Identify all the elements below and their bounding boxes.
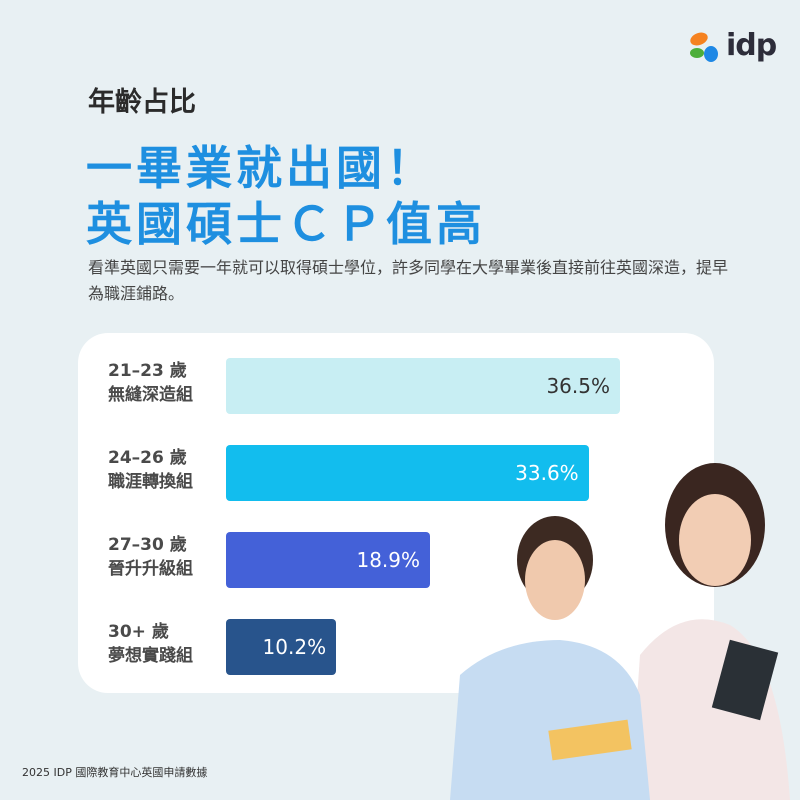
logo-text: idp — [726, 28, 777, 63]
section-subtitle: 年齡占比 — [88, 87, 196, 118]
headline-line-2: 英國碩士ＣＰ值高 — [86, 197, 486, 251]
bar: 10.2% — [226, 619, 337, 675]
bar: 18.9% — [226, 532, 431, 588]
age-range: 27–30 歲 — [108, 535, 187, 555]
idp-logo-icon — [690, 32, 718, 62]
group-name: 職涯轉換組 — [108, 472, 193, 492]
idp-logo: idp — [688, 28, 777, 63]
age-range: 30+ 歲 — [108, 622, 169, 642]
data-label: 33.6% — [515, 461, 579, 485]
data-source: 2025 IDP 國際教育中心英國申請數據 — [22, 766, 208, 779]
group-name: 晉升升級組 — [108, 559, 193, 579]
headline-line-1: 一畢業就出國！ — [86, 141, 436, 195]
bar: 36.5% — [226, 358, 620, 414]
category-label: 27–30 歲晉升升級組 — [108, 533, 193, 581]
category-label: 24–26 歲職涯轉換組 — [108, 446, 193, 494]
students-photo — [450, 463, 790, 800]
group-name: 無縫深造組 — [108, 385, 193, 405]
description: 看準英國只需要一年就可以取得碩士學位，許多同學在大學畢業後直接前往英國深造，提早… — [88, 258, 729, 303]
category-label: 30+ 歲夢想實踐組 — [108, 620, 193, 668]
data-label: 36.5% — [546, 374, 610, 398]
age-range: 24–26 歲 — [108, 448, 187, 468]
bar: 33.6% — [226, 445, 589, 501]
group-name: 夢想實踐組 — [108, 646, 193, 666]
category-label: 21–23 歲無縫深造組 — [108, 359, 193, 407]
data-label: 18.9% — [356, 548, 421, 572]
data-label: 10.2% — [262, 635, 327, 659]
age-range: 21–23 歲 — [108, 361, 187, 381]
